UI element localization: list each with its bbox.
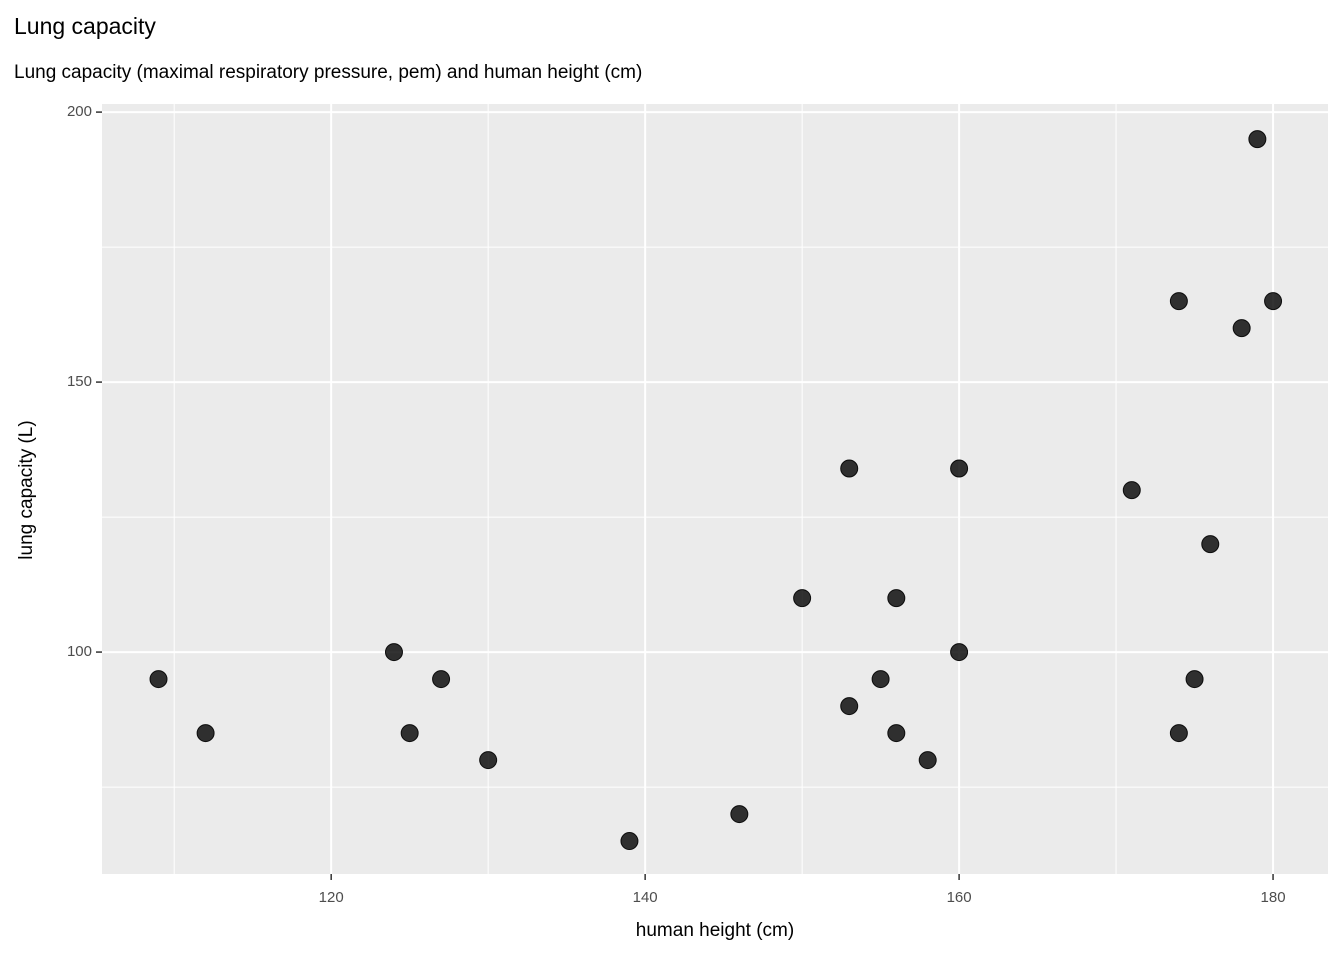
chart-title: Lung capacity [14,13,156,39]
point [918,751,937,770]
point [1122,481,1141,500]
x-axis-label: human height (cm) [636,920,794,941]
point [1248,130,1267,149]
point [793,589,812,608]
point [887,589,906,608]
y-axis-label: lung capacity (L) [16,420,37,559]
x-tick-label: 140 [633,889,658,906]
x-tick-label: 120 [319,889,344,906]
y-tick-label: 200 [67,103,92,120]
point [840,697,859,716]
point [432,670,451,689]
chart-subtitle: Lung capacity (maximal respiratory press… [14,62,642,83]
point [620,832,639,851]
point [1201,535,1220,554]
point [1169,292,1188,311]
y-tick-label: 150 [67,373,92,390]
x-tick-label: 160 [947,889,972,906]
point [1264,292,1283,311]
point [149,670,168,689]
point [950,643,969,662]
point [479,751,498,770]
point [1169,724,1188,743]
point [1185,670,1204,689]
point [840,459,859,478]
point [887,724,906,743]
point [871,670,890,689]
x-tick-label: 180 [1261,889,1286,906]
y-tick-label: 100 [67,643,92,660]
point [400,724,419,743]
point [1232,319,1251,338]
point [384,643,403,662]
point [730,805,749,824]
panel [102,104,1328,874]
point [196,724,215,743]
point [950,459,969,478]
